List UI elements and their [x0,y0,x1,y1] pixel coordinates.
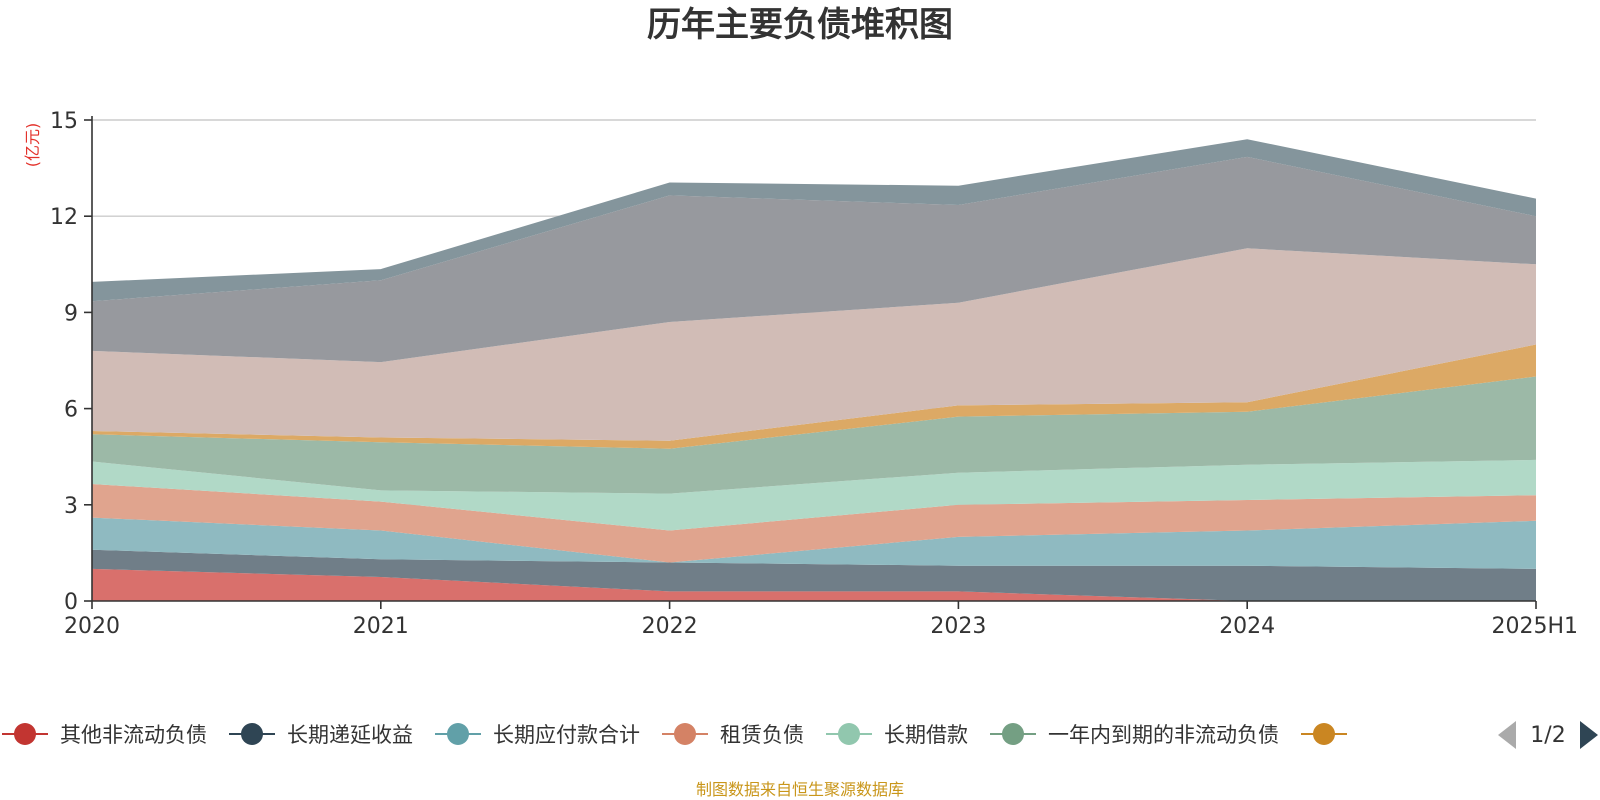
legend-label: 其他非流动负债 [60,723,207,747]
area-series-3[interactable] [92,517,1536,569]
legend-item[interactable] [1301,723,1347,745]
legend-marker-icon [674,723,696,745]
area-series-10[interactable] [92,139,1536,302]
area-series-7[interactable] [92,344,1536,449]
area-series-9[interactable] [92,156,1536,363]
area-series-6[interactable] [92,376,1536,494]
area-series-2[interactable] [92,549,1536,601]
legend-item[interactable]: 其他非流动负债 [2,723,207,747]
legend-label: 租赁负债 [720,723,804,747]
x-tick-label: 2025H1 [1491,614,1578,639]
legend-label: 一年内到期的非流动负债 [1048,723,1279,747]
legend-prev-arrow-icon[interactable] [1498,721,1516,749]
y-unit-label: (亿元) [23,123,42,168]
legend-next-arrow-icon[interactable] [1580,721,1598,749]
legend-label: 长期应付款合计 [493,723,640,747]
legend: 其他非流动负债 长期递延收益 长期应付款合计 租赁负债 长期借款 一年内到期的非流动负债 [2,723,1347,747]
data-source-note: 制图数据来自恒生聚源数据库 [696,780,904,799]
area-series-4[interactable] [92,484,1536,563]
x-tick-label: 2020 [64,614,120,639]
x-tick-label: 2024 [1219,614,1275,639]
legend-label: 长期借款 [884,723,968,747]
chart-title: 历年主要负债堆积图 [647,5,953,45]
legend-item[interactable]: 一年内到期的非流动负债 [990,723,1279,747]
legend-marker-icon [14,723,36,745]
y-tick-label: 0 [64,590,78,615]
legend-marker-icon [447,723,469,745]
legend-marker-icon [1002,723,1024,745]
legend-page-indicator: 1/2 [1530,723,1565,748]
y-tick-label: 15 [50,109,78,134]
x-tick-label: 2021 [353,614,409,639]
y-tick-label: 12 [50,205,78,230]
legend-item[interactable]: 长期借款 [826,723,968,747]
y-tick-label: 3 [64,494,78,519]
y-tick-label: 9 [64,301,78,326]
legend-item[interactable]: 长期递延收益 [229,723,413,747]
area-series-5[interactable] [92,459,1536,531]
area-series-1[interactable] [92,568,1536,601]
legend-pager: 1/2 [1498,721,1598,749]
x-tick-label: 2022 [642,614,698,639]
y-tick-label: 6 [64,398,78,423]
legend-item[interactable]: 租赁负债 [662,723,804,747]
legend-marker-icon [838,723,860,745]
area-series-8[interactable] [92,248,1536,441]
legend-marker-icon [241,723,263,745]
legend-label: 长期递延收益 [287,723,413,747]
legend-marker-icon [1313,723,1335,745]
x-tick-label: 2023 [930,614,986,639]
area-series [92,139,1536,601]
axes: 0 3 6 9 12 15 2020 2021 2022 2023 2024 2025H1 [50,109,1578,639]
legend-item[interactable]: 长期应付款合计 [435,723,640,747]
